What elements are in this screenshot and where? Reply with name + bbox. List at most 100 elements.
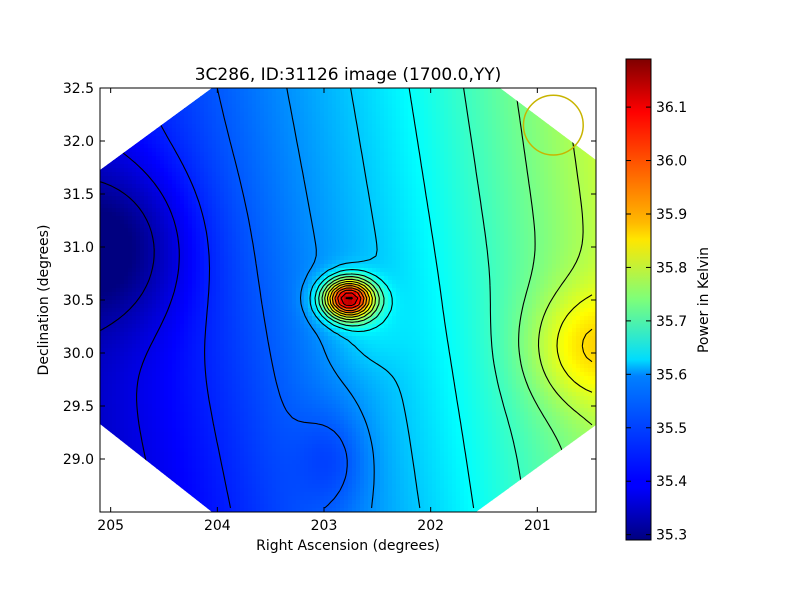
heatmap-cell [340,104,345,109]
heatmap-cell [468,200,473,205]
heatmap-cell [420,232,425,237]
heatmap-cell [192,104,197,109]
heatmap-cell [200,220,205,225]
heatmap-cell [264,240,269,245]
heatmap-cell [496,216,501,221]
heatmap-cell [400,204,405,209]
heatmap-cell [416,236,421,241]
heatmap-cell [404,228,409,233]
heatmap-cell [176,248,181,253]
heatmap-cell [224,144,229,149]
heatmap-cell [220,104,225,109]
heatmap-cell [300,228,305,233]
heatmap-cell [160,248,165,253]
heatmap-cell [128,204,133,209]
heatmap-cell [120,164,125,169]
heatmap-cell [272,196,277,201]
heatmap-cell [372,144,377,149]
heatmap-cell [348,224,353,229]
heatmap-cell [448,220,453,225]
heatmap-cell [164,192,169,197]
heatmap-cell [124,152,129,157]
heatmap-cell [492,172,497,177]
heatmap-cell [512,228,517,233]
heatmap-cell [396,112,401,117]
heatmap-cell [300,216,305,221]
heatmap-cell [272,164,277,169]
heatmap-cell [304,184,309,189]
heatmap-cell [220,148,225,153]
heatmap-cell [188,160,193,165]
heatmap-cell [316,92,321,97]
heatmap-cell [468,228,473,233]
heatmap-cell [160,240,165,245]
heatmap-cell [328,220,333,225]
heatmap-cell [140,188,145,193]
heatmap-cell [460,236,465,241]
heatmap-cell [256,100,261,105]
heatmap-cell [220,232,225,237]
heatmap-cell [348,164,353,169]
heatmap-cell [384,208,389,213]
heatmap-cell [528,232,533,237]
heatmap-cell [504,156,509,161]
heatmap-cell [548,188,553,193]
heatmap-cell [416,208,421,213]
heatmap-cell [192,196,197,201]
heatmap-cell [304,236,309,241]
heatmap-cell [296,176,301,181]
heatmap-cell [528,164,533,169]
heatmap-cell [164,188,169,193]
heatmap-cell [124,208,129,213]
heatmap-cell [548,128,553,133]
heatmap-cell [108,204,113,209]
heatmap-cell [228,100,233,105]
heatmap-cell [280,176,285,181]
heatmap-cell [192,184,197,189]
heatmap-cell [364,96,369,101]
heatmap-cell [500,212,505,217]
heatmap-cell [152,140,157,145]
heatmap-cell [512,128,517,133]
heatmap-cell [384,180,389,185]
heatmap-cell [556,196,561,201]
heatmap-cell [536,180,541,185]
heatmap-cell [144,208,149,213]
heatmap-cell [296,124,301,129]
heatmap-cell [280,96,285,101]
heatmap-cell [224,152,229,157]
heatmap-cell [132,224,137,229]
heatmap-cell [148,200,153,205]
heatmap-cell [100,228,105,233]
heatmap-cell [392,176,397,181]
heatmap-cell [496,148,501,153]
heatmap-cell [436,92,441,97]
heatmap-cell [380,216,385,221]
heatmap-cell [352,92,357,97]
heatmap-cell [432,108,437,113]
heatmap-cell [592,212,596,217]
heatmap-cell [584,208,589,213]
heatmap-cell [500,204,505,209]
heatmap-cell [164,196,169,201]
heatmap-cell [228,88,233,93]
heatmap-cell [176,232,181,237]
heatmap-cell [148,248,153,253]
heatmap-cell [368,180,373,185]
heatmap-cell [580,200,585,205]
heatmap-cell [232,192,237,197]
heatmap-cell [376,220,381,225]
heatmap-cell [376,96,381,101]
heatmap-cell [360,164,365,169]
heatmap-cell [464,220,469,225]
heatmap-cell [248,132,253,137]
heatmap-cell [432,176,437,181]
heatmap-cell [368,236,373,241]
heatmap-cell [508,216,513,221]
heatmap-cell [520,128,525,133]
heatmap-cell [392,160,397,165]
heatmap-cell [340,220,345,225]
heatmap-cell [160,216,165,221]
heatmap-cell [180,160,185,165]
heatmap-cell [248,220,253,225]
